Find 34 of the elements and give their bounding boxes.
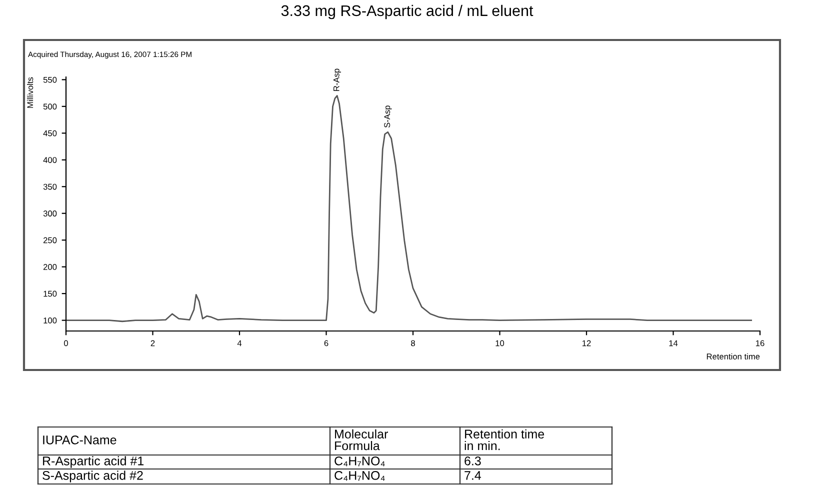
y-tick-label: 400 — [43, 157, 57, 163]
x-tick-label: 4 — [237, 340, 242, 346]
text: S-Aspartic acid #2 — [42, 470, 143, 482]
y-tick-label: 500 — [43, 104, 57, 110]
x-axis-title: Retention time — [706, 353, 760, 360]
y-tick-label: 350 — [43, 184, 57, 190]
text: 6.3 — [464, 456, 481, 466]
text: C₄H₇NO₄ — [334, 456, 385, 466]
y-tick-label: 200 — [43, 264, 57, 270]
text: R-Aspartic acid #1 — [43, 456, 144, 468]
x-tick-label: 14 — [669, 340, 678, 346]
chart-title: 3.33 mg RS-Aspartic acid / mL eluent — [281, 4, 534, 20]
y-tick-label: 100 — [44, 318, 57, 324]
x-tick-label: 2 — [150, 340, 155, 346]
y-tick-label: 150 — [44, 290, 57, 297]
text: 7.4 — [464, 471, 482, 480]
text: IUPAC-Name — [43, 436, 116, 444]
annotation: S-Asp — [384, 106, 392, 128]
y-tick-label: 300 — [43, 210, 57, 216]
text: C₄H₇NO₄ — [334, 471, 385, 481]
x-tick-label: 0 — [64, 340, 68, 346]
x-tick-label: 8 — [411, 340, 415, 346]
text: Molecular Formula — [335, 429, 388, 450]
line-series — [66, 95, 752, 322]
annotation: R-Asp — [334, 68, 341, 91]
y-tick-label: 250 — [43, 237, 57, 244]
x-tick-label: 12 — [582, 340, 591, 346]
text: Retention time in min. — [464, 429, 544, 450]
x-tick-label: 6 — [324, 340, 328, 346]
y-axis-title: Millivolts — [27, 77, 34, 108]
x-tick-label: 10 — [496, 340, 504, 346]
y-tick-label: 550 — [43, 76, 57, 83]
x-tick-label: 16 — [756, 340, 764, 346]
y-tick-label: 450 — [43, 130, 57, 136]
